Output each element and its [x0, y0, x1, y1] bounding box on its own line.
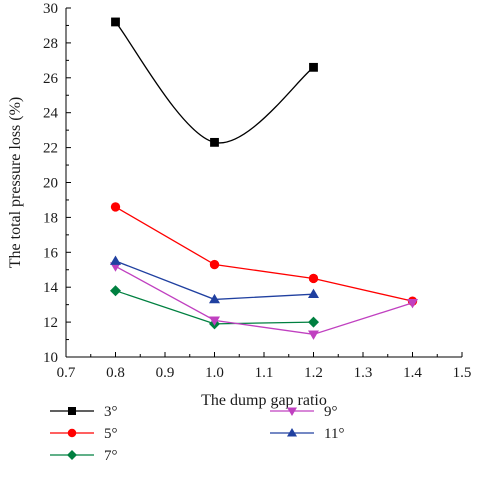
legend-label: 5°	[104, 426, 118, 442]
x-tick-label: 0.7	[57, 365, 76, 381]
x-axis: 0.7 0.8 0.9 1.0 1.1 1.2 1.3 1.4 1.5	[57, 352, 472, 381]
legend: 3° 5° 7° 9° 11°	[50, 404, 344, 464]
series-line	[115, 206, 413, 302]
data-point	[210, 137, 219, 147]
x-tick-label: 1.2	[304, 365, 323, 381]
data-point	[209, 293, 220, 304]
legend-item-4: 11°	[270, 426, 344, 442]
legend-item-1: 5°	[50, 426, 118, 442]
y-axis: 10 12 14 16 18 20 22 24 26 28 30	[43, 1, 71, 366]
series-0	[111, 17, 318, 147]
y-tick-label: 28	[43, 36, 58, 52]
y-tick-label: 16	[43, 245, 59, 261]
legend-item-2: 7°	[50, 448, 118, 464]
data-point	[110, 285, 121, 297]
x-tick-label: 1.0	[205, 365, 224, 381]
data-point	[209, 259, 220, 270]
y-tick-label: 30	[43, 1, 58, 17]
y-tick-label: 22	[43, 141, 58, 157]
data-point	[308, 273, 319, 284]
series-3	[110, 262, 418, 340]
series-layer	[110, 17, 418, 340]
series-1	[110, 202, 418, 306]
legend-label: 11°	[324, 426, 344, 442]
y-tick-label: 18	[43, 210, 58, 226]
legend-marker	[287, 428, 297, 437]
y-tick-label: 20	[43, 176, 58, 192]
data-point	[308, 288, 319, 299]
legend-marker	[68, 407, 76, 415]
y-axis-title: The total pressure loss (%)	[7, 97, 24, 269]
y-tick-label: 26	[43, 71, 59, 87]
series-line	[115, 265, 413, 335]
legend-item-3: 9°	[270, 404, 338, 420]
y-tick-label: 10	[43, 350, 58, 366]
legend-marker	[287, 407, 297, 416]
x-tick-label: 1.3	[354, 365, 373, 381]
data-point	[407, 299, 418, 309]
y-tick-label: 12	[43, 315, 58, 331]
x-tick-label: 1.1	[255, 365, 274, 381]
x-tick-label: 1.5	[453, 365, 472, 381]
x-tick-label: 1.4	[403, 365, 422, 381]
data-point	[308, 316, 319, 328]
x-axis-title: The dump gap ratio	[201, 392, 327, 409]
y-tick-label: 14	[43, 280, 59, 296]
legend-label: 9°	[324, 404, 338, 420]
y-tick-label: 24	[43, 106, 59, 122]
data-point	[110, 255, 121, 265]
data-point	[111, 17, 120, 27]
data-point	[110, 202, 121, 212]
data-point	[209, 316, 220, 326]
x-tick-label: 0.9	[156, 365, 175, 381]
legend-marker	[67, 450, 77, 460]
series-line	[114, 21, 314, 144]
data-point	[309, 62, 318, 72]
legend-label: 7°	[104, 448, 118, 464]
legend-label: 3°	[104, 404, 118, 420]
x-tick-label: 0.8	[106, 365, 125, 381]
legend-marker	[67, 428, 77, 438]
legend-item-0: 3°	[50, 404, 118, 420]
data-point	[308, 330, 319, 340]
series-4	[110, 255, 319, 304]
